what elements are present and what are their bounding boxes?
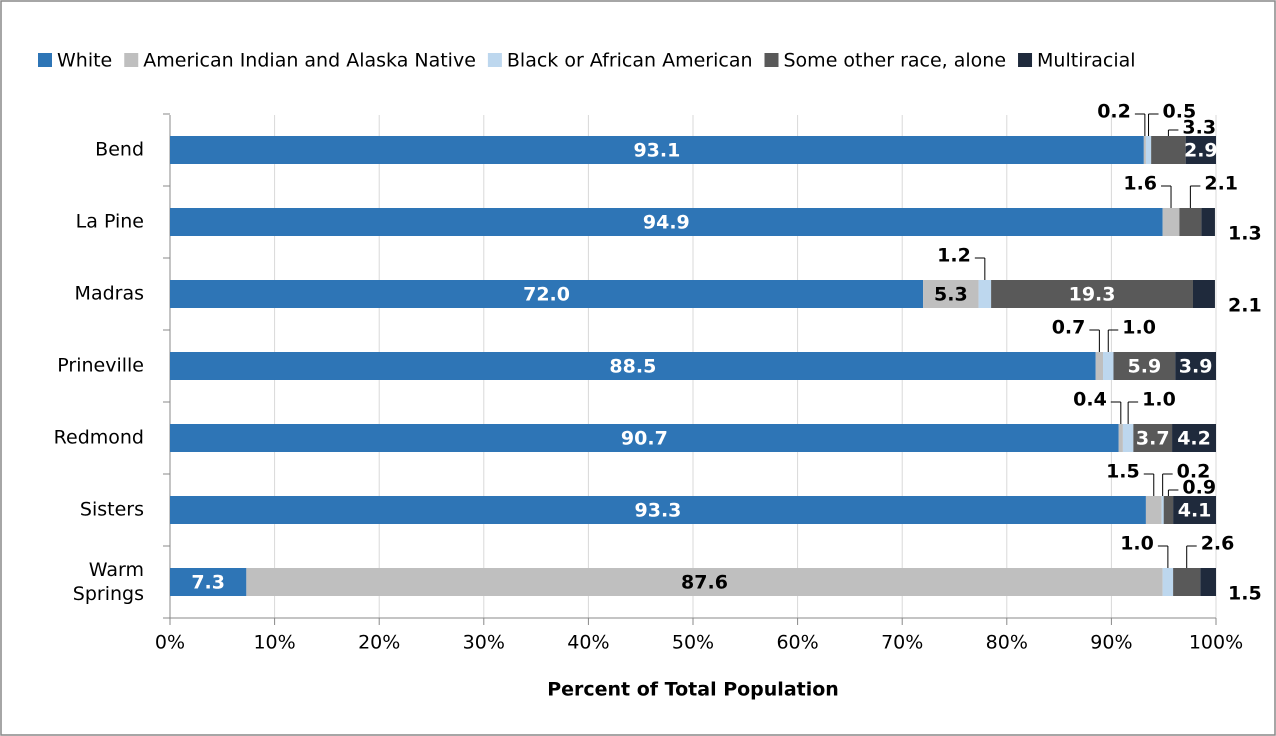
x-tick-label: 100%	[1189, 632, 1243, 654]
data-label: 5.9	[1128, 356, 1162, 378]
legend-swatch	[487, 53, 502, 67]
data-label: 93.1	[633, 140, 680, 162]
data-label: 3.3	[1182, 117, 1216, 139]
x-axis-title: Percent of Total Population	[547, 679, 839, 701]
bar-segment	[1143, 136, 1146, 164]
data-label: 0.7	[1052, 317, 1086, 339]
bar-segment	[1151, 136, 1186, 164]
x-tick-label: 20%	[358, 632, 400, 654]
data-label: 0.2	[1097, 101, 1131, 123]
x-tick-label: 60%	[776, 632, 818, 654]
legend-label: Some other race, alone	[784, 50, 1007, 72]
data-label: 0.5	[1163, 101, 1197, 123]
bar-segment	[1118, 424, 1123, 452]
bar-segment	[1179, 208, 1202, 236]
x-tick-label: 80%	[986, 632, 1028, 654]
data-label: 0.2	[1177, 461, 1211, 483]
legend-swatch	[1018, 53, 1033, 67]
data-label: 0.4	[1073, 389, 1107, 411]
bar-segment	[1162, 568, 1174, 596]
data-label: 3.7	[1136, 428, 1170, 450]
bar-segment	[170, 568, 247, 596]
data-label: 1.0	[1120, 533, 1154, 555]
bar-segment	[1113, 352, 1176, 380]
bar-segment	[170, 424, 1119, 452]
data-label: 93.3	[635, 500, 682, 522]
legend-label: American Indian and Alaska Native	[143, 50, 476, 72]
legend-swatch	[124, 53, 139, 67]
x-tick-label: 90%	[1090, 632, 1132, 654]
bar-segment	[1122, 424, 1134, 452]
bar-segment	[170, 280, 924, 308]
bar-segment	[246, 568, 1163, 596]
bar-segment	[1200, 568, 1216, 596]
data-label: 2.1	[1204, 173, 1238, 195]
data-label: 72.0	[523, 284, 570, 306]
bar-segment	[1162, 208, 1180, 236]
bar-segment	[1172, 424, 1216, 452]
y-tick-label: Bend	[95, 139, 144, 161]
bar-segment	[1192, 280, 1215, 308]
legend-swatch	[38, 53, 52, 67]
bar-segment	[1163, 496, 1174, 524]
bar-segment	[170, 208, 1163, 236]
data-label: 2.1	[1228, 295, 1262, 317]
data-label: 7.3	[191, 572, 225, 594]
data-label: 4.1	[1178, 500, 1212, 522]
data-label: 1.6	[1123, 173, 1157, 195]
legend-label: Multiracial	[1037, 50, 1136, 72]
data-label: 5.3	[934, 284, 968, 306]
legend-label: Black or African American	[507, 50, 753, 72]
bar-segment	[1161, 496, 1164, 524]
data-label: 1.5	[1106, 461, 1140, 483]
y-tick-label: La Pine	[76, 211, 144, 233]
legend-swatch	[764, 53, 779, 67]
bar-segment	[978, 280, 992, 308]
data-label: 87.6	[681, 572, 728, 594]
x-tick-label: 50%	[672, 632, 714, 654]
data-label: 1.3	[1228, 223, 1262, 245]
y-tick-label: Redmond	[54, 427, 144, 449]
data-label: 19.3	[1069, 284, 1116, 306]
bar-segment	[923, 280, 979, 308]
bar-segment	[1145, 136, 1152, 164]
y-tick-label: Madras	[75, 283, 144, 305]
bar-segment	[1201, 208, 1215, 236]
bar-segment	[1175, 352, 1216, 380]
bar-segment	[1173, 496, 1216, 524]
bar-segment	[1185, 136, 1216, 164]
x-tick-label: 30%	[463, 632, 505, 654]
x-tick-label: 0%	[155, 632, 185, 654]
data-label: 0.9	[1182, 477, 1216, 499]
data-label: 4.2	[1177, 428, 1211, 450]
data-label: 1.0	[1122, 317, 1156, 339]
data-label: 2.9	[1184, 140, 1218, 162]
x-tick-label: 40%	[567, 632, 609, 654]
data-label: 1.0	[1142, 389, 1176, 411]
bar-segment	[1095, 352, 1104, 380]
data-label: 94.9	[643, 212, 690, 234]
y-tick-label: Warm Springs	[73, 559, 144, 605]
y-tick-label: Prineville	[57, 355, 144, 377]
bar-segment	[170, 496, 1146, 524]
x-tick-label: 10%	[253, 632, 295, 654]
bar-segment	[1103, 352, 1114, 380]
x-tick-label: 70%	[881, 632, 923, 654]
bar-segment	[1145, 496, 1162, 524]
data-label: 90.7	[621, 428, 668, 450]
data-label: 3.9	[1179, 356, 1213, 378]
data-label: 1.5	[1228, 583, 1262, 605]
data-label: 88.5	[609, 356, 656, 378]
bar-segment	[991, 280, 1193, 308]
data-label: 1.2	[937, 245, 971, 267]
legend-label: White	[57, 50, 112, 72]
bar-segment	[1173, 568, 1201, 596]
y-tick-label: Sisters	[80, 499, 144, 521]
bar-segment	[170, 352, 1096, 380]
data-label: 2.6	[1201, 533, 1235, 555]
bar-segment	[1133, 424, 1173, 452]
bar-segment	[170, 136, 1144, 164]
